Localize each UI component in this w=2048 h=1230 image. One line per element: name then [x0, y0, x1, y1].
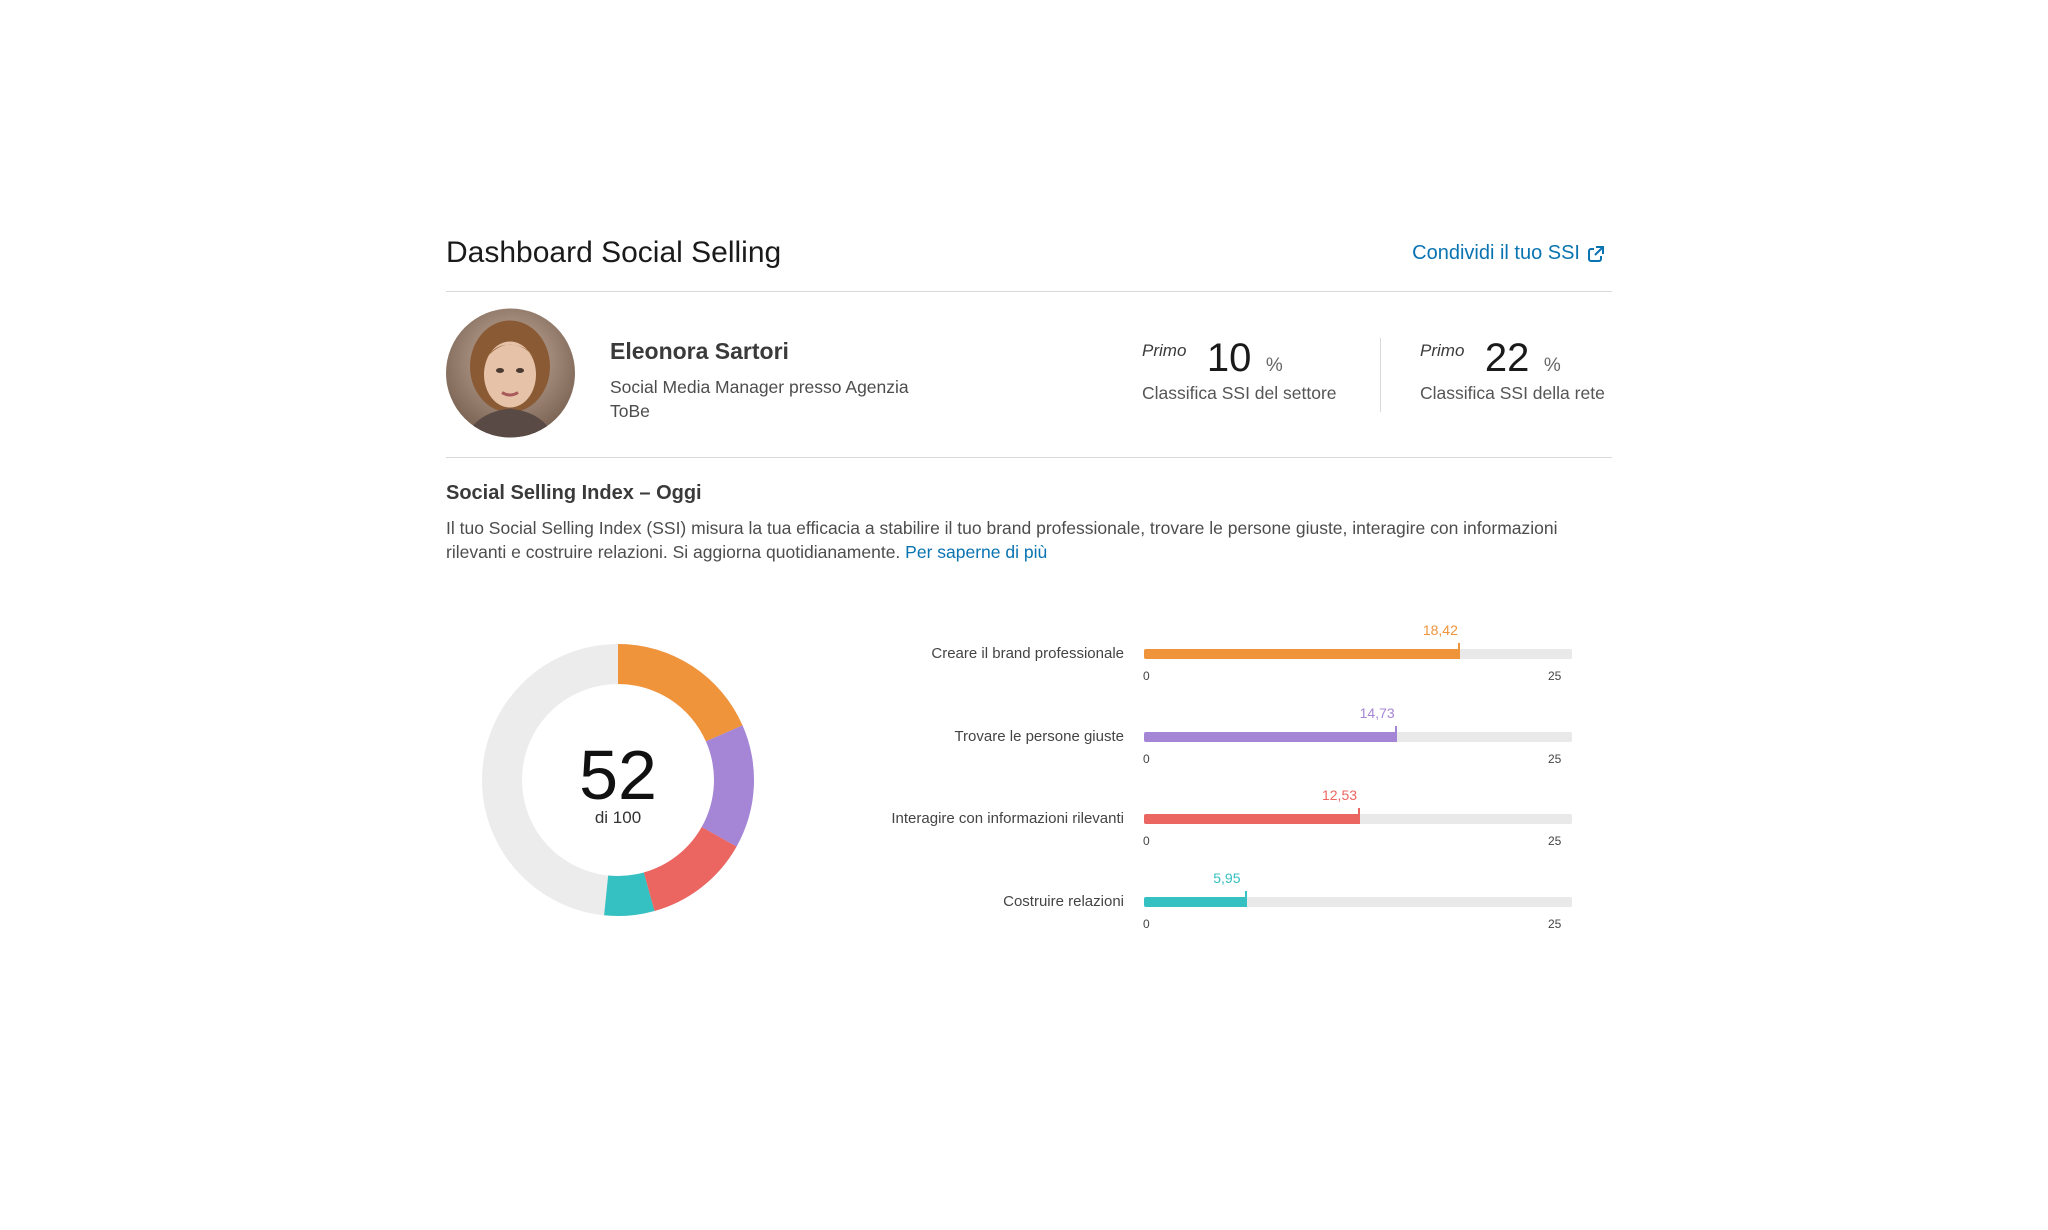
profile-name[interactable]: Eleonora Sartori — [610, 338, 789, 364]
share-ssi-label: Condividi il tuo SSI — [1412, 242, 1580, 264]
donut-slice-1 — [618, 644, 743, 742]
bar-track — [1144, 814, 1572, 824]
axis-tick-min: 0 — [1143, 834, 1150, 848]
rank-divider — [1380, 338, 1381, 412]
bar-value-marker — [1458, 643, 1461, 659]
bar-fill — [1144, 896, 1246, 907]
bar-value-label: 14,73 — [1359, 704, 1395, 721]
profile-card: Eleonora Sartori Social Media Manager pr… — [446, 292, 1612, 458]
axis-tick-max: 25 — [1548, 669, 1562, 683]
bar-fill — [1144, 649, 1460, 659]
bar-fill — [1144, 814, 1359, 824]
share-ssi-link[interactable]: Condividi il tuo SSI — [1412, 242, 1604, 265]
sector-rank-caption: Classifica SSI del settore — [1142, 383, 1337, 403]
ssi-score-value: 52 — [579, 736, 657, 814]
dashboard-header: Dashboard Social Selling Condividi il tu… — [446, 230, 1612, 292]
axis-tick-min: 0 — [1143, 916, 1150, 931]
bar-category-label: Trovare le persone giuste — [954, 727, 1124, 745]
donut-slice-2 — [701, 725, 754, 847]
ssi-dashboard: Dashboard Social Selling Condividi il tu… — [446, 230, 1612, 931]
network-rank: Primo 22 % Classifica SSI della rete — [1420, 336, 1605, 404]
axis-tick-max: 25 — [1548, 916, 1562, 931]
axis-tick-max: 25 — [1548, 751, 1562, 766]
sector-rank-prefix: Primo — [1142, 341, 1187, 360]
bar-track — [1144, 896, 1572, 907]
bar-value-label: 5,95 — [1213, 869, 1241, 886]
avatar[interactable] — [446, 308, 575, 438]
bar-value-marker — [1357, 808, 1360, 824]
ssi-score-donut: 52 di 100 — [480, 642, 756, 918]
bar-value-marker — [1244, 890, 1247, 907]
bar-category-label: Costruire relazioni — [1003, 892, 1124, 910]
bar-track — [1144, 731, 1572, 742]
section-description: Il tuo Social Selling Index (SSI) misura… — [446, 516, 1616, 564]
learn-more-link[interactable]: Per saperne di più — [905, 542, 1048, 562]
section-title: Social Selling Index – Oggi — [446, 482, 702, 504]
bar-category-label: Interagire con informazioni rilevanti — [891, 810, 1124, 827]
network-rank-value: 22 — [1484, 336, 1530, 380]
bar-track — [1144, 649, 1572, 659]
sector-rank-unit: % — [1265, 355, 1283, 376]
external-link-icon — [1588, 245, 1604, 262]
bar-fill — [1144, 731, 1397, 742]
donut-chart — [482, 644, 754, 916]
network-rank-caption: Classifica SSI della rete — [1420, 383, 1605, 403]
donut-slice-3 — [643, 827, 737, 912]
profile-job-title: Social Media Manager presso Agenzia ToBe — [610, 377, 909, 421]
bar-category-label: Creare il brand professionale — [931, 645, 1124, 662]
ssi-score-max: di 100 — [594, 808, 642, 827]
axis-tick-min: 0 — [1143, 669, 1150, 683]
axis-tick-max: 25 — [1548, 834, 1562, 848]
bar-value-label: 18,42 — [1422, 622, 1458, 638]
axis-tick-min: 0 — [1143, 751, 1150, 766]
network-rank-prefix: Primo — [1420, 341, 1465, 360]
bar-value-label: 12,53 — [1321, 787, 1358, 803]
sector-rank-value: 10 — [1206, 336, 1252, 380]
donut-slice-4 — [604, 872, 655, 916]
avatar-photo — [446, 308, 575, 438]
sector-rank: Primo 10 % Classifica SSI del settore — [1142, 336, 1337, 404]
description-text: Il tuo Social Selling Index (SSI) misura… — [446, 518, 1558, 562]
page-title: Dashboard Social Selling — [446, 236, 782, 269]
bar-value-marker — [1395, 725, 1398, 742]
network-rank-unit: % — [1543, 355, 1561, 376]
